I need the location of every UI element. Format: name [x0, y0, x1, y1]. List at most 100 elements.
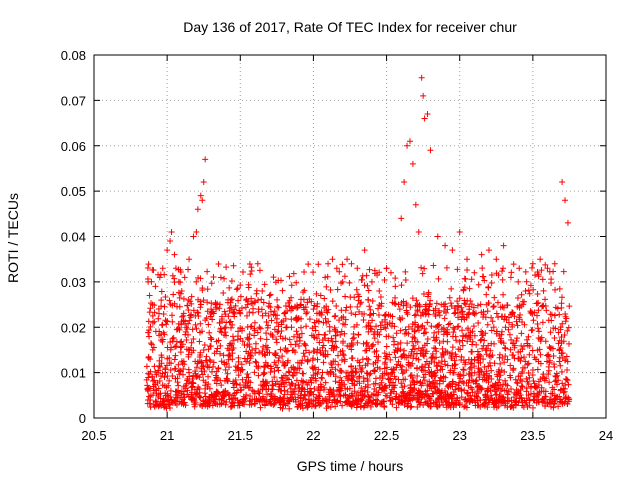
data-point: [495, 368, 502, 375]
data-point: [327, 404, 334, 411]
y-tick-label: 0.03: [61, 275, 86, 290]
data-point: [474, 302, 481, 309]
data-point: [195, 309, 202, 316]
data-point: [553, 370, 560, 377]
data-point: [244, 334, 251, 341]
data-point: [158, 354, 165, 361]
data-point: [404, 340, 411, 347]
data-point: [265, 312, 272, 319]
data-point: [440, 352, 447, 359]
data-point: [535, 328, 542, 335]
data-point: [167, 387, 174, 394]
data-point: [331, 313, 338, 320]
data-point: [271, 359, 278, 366]
data-point: [558, 334, 565, 341]
data-point: [383, 265, 390, 272]
data-point: [165, 401, 172, 408]
data-point: [177, 367, 184, 374]
data-point: [556, 311, 563, 318]
data-point: [545, 363, 552, 370]
data-point: [252, 350, 259, 357]
data-point: [497, 304, 504, 311]
data-point: [256, 390, 263, 397]
data-point: [442, 328, 449, 335]
data-point: [467, 297, 474, 304]
data-point: [464, 389, 471, 396]
data-point: [337, 367, 344, 374]
data-point: [286, 405, 293, 412]
data-point: [473, 377, 480, 384]
x-tick-label: 22: [306, 428, 320, 443]
data-point: [365, 319, 372, 326]
data-point: [521, 354, 528, 361]
data-point: [273, 339, 280, 346]
data-point: [524, 340, 531, 347]
data-point: [551, 400, 558, 407]
data-point: [221, 377, 228, 384]
data-point: [245, 336, 252, 343]
data-point: [482, 394, 489, 401]
data-point: [201, 390, 208, 397]
data-point: [485, 342, 492, 349]
data-point: [519, 383, 526, 390]
data-point: [341, 358, 348, 365]
data-point: [313, 310, 320, 317]
data-point: [169, 338, 176, 345]
data-point: [551, 334, 558, 341]
data-point: [367, 370, 374, 377]
data-point: [564, 219, 571, 226]
data-point: [184, 377, 191, 384]
data-point: [491, 397, 498, 404]
data-point: [424, 336, 431, 343]
data-point: [411, 346, 418, 353]
data-point: [443, 404, 450, 411]
data-point: [185, 320, 192, 327]
data-point: [551, 312, 558, 319]
data-point: [485, 247, 492, 254]
data-point: [558, 294, 565, 301]
data-point: [409, 333, 416, 340]
data-point: [500, 291, 507, 298]
data-point: [169, 312, 176, 319]
data-point: [180, 383, 187, 390]
data-point: [257, 404, 264, 411]
data-point: [174, 379, 181, 386]
data-point: [537, 351, 544, 358]
data-point: [286, 303, 293, 310]
data-point: [529, 260, 536, 267]
data-point: [434, 403, 441, 410]
data-point: [488, 327, 495, 334]
data-point: [517, 373, 524, 380]
data-point: [344, 369, 351, 376]
data-point: [258, 296, 265, 303]
data-point: [211, 350, 218, 357]
data-point: [496, 351, 503, 358]
data-point: [229, 399, 236, 406]
data-point: [172, 265, 179, 272]
data-point: [445, 384, 452, 391]
data-point: [339, 278, 346, 285]
data-point: [420, 290, 427, 297]
data-point: [303, 323, 310, 330]
data-point: [425, 364, 432, 371]
data-point: [441, 315, 448, 322]
data-point: [409, 160, 416, 167]
data-point: [329, 298, 336, 305]
data-point: [237, 398, 244, 405]
data-point: [296, 337, 303, 344]
data-point: [232, 302, 239, 309]
data-point: [562, 394, 569, 401]
data-point: [391, 373, 398, 380]
data-point: [481, 364, 488, 371]
data-point: [192, 372, 199, 379]
data-point: [471, 356, 478, 363]
data-point: [301, 268, 308, 275]
data-point: [197, 275, 204, 282]
data-point: [432, 312, 439, 319]
data-point: [409, 295, 416, 302]
data-point: [218, 382, 225, 389]
data-point: [378, 379, 385, 386]
data-point: [386, 376, 393, 383]
data-point: [366, 266, 373, 273]
data-point: [426, 360, 433, 367]
